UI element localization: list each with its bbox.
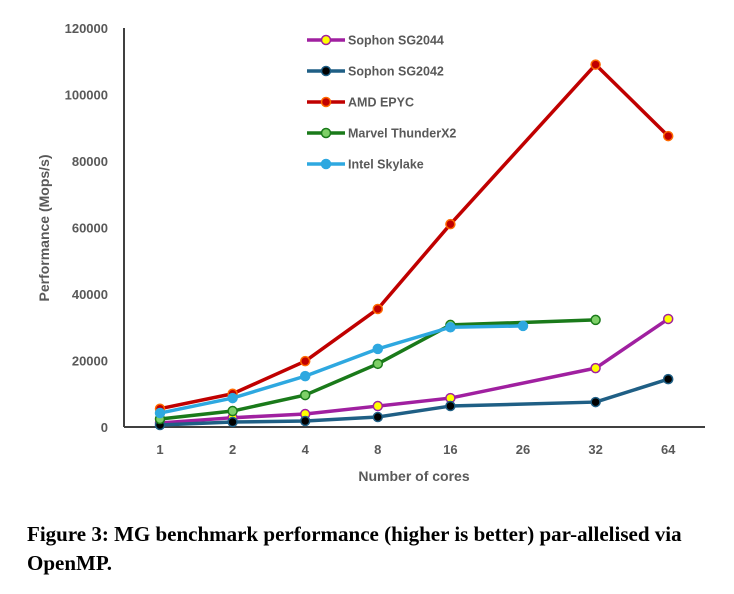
data-point [445,322,456,333]
legend-label: Marvel ThunderX2 [348,127,456,141]
data-point [590,314,601,326]
figure-caption: Figure 3: MG benchmark performance (high… [27,522,682,575]
legend-swatch-marker [320,127,332,139]
x-tick-label: 8 [374,442,381,457]
y-tick-label: 20000 [72,354,108,369]
data-point [154,407,166,419]
data-point [299,415,311,427]
legend-swatch-marker [320,158,332,170]
y-tick-label: 120000 [65,21,108,36]
x-tick-label: 32 [588,442,602,457]
data-point [662,373,674,385]
legend: Sophon SG2044 Sophon SG2042 AMD EPYC Marvel… [307,34,456,172]
data-point [372,411,384,423]
y-axis-title: Performance (Mops/s) [36,154,52,301]
y-tick-label: 80000 [72,154,108,169]
series-layer [154,59,674,431]
x-tick-label: 16 [443,442,457,457]
legend-item: Marvel ThunderX2 [307,127,456,141]
x-tick-label: 2 [229,442,236,457]
data-point [227,392,238,404]
x-axis-title: Number of cores [358,468,469,484]
data-point [372,400,384,412]
x-axis-ticks: 1 2 4 8 16 26 32 64 [156,442,676,457]
data-point [227,416,238,428]
series-line [159,318,596,421]
data-point [590,362,601,374]
legend-label: AMD EPYC [348,96,414,110]
legend-item: AMD EPYC [307,96,414,110]
series-line [159,324,524,415]
legend-swatch-marker [320,65,332,77]
data-point [299,370,311,382]
legend-label: Sophon SG2044 [348,34,444,48]
legend-label: Sophon SG2042 [348,65,444,79]
y-tick-label: 40000 [72,287,108,302]
x-tick-label: 4 [302,442,310,457]
data-point [227,405,238,417]
data-point [299,389,311,401]
x-tick-label: 64 [661,442,676,457]
x-tick-label: 26 [516,442,530,457]
data-point [372,303,384,315]
x-tick-label: 1 [156,442,163,457]
data-point [372,343,384,355]
data-point [372,358,384,370]
y-tick-label: 60000 [72,221,108,236]
data-point [445,400,456,412]
data-point [445,218,456,230]
y-axis-ticks: 0 20000 40000 60000 80000 100000 120000 [65,21,108,435]
y-tick-label: 0 [101,420,108,435]
series-sophon-sg2042 [154,373,674,431]
legend-item: Sophon SG2044 [307,34,444,48]
data-point [517,320,529,332]
data-point [590,396,601,408]
data-point [662,130,674,142]
legend-swatch-marker [320,96,332,108]
legend-swatch-marker [320,34,332,46]
data-point [662,313,674,325]
legend-label: Intel Skylake [348,158,424,172]
series-intel-skylake [154,320,529,419]
series-amd-epyc [154,59,674,414]
legend-item: Sophon SG2042 [307,65,444,79]
y-tick-label: 100000 [65,88,108,103]
data-point [590,59,601,70]
legend-item: Intel Skylake [307,158,424,172]
series-line [159,62,670,411]
series-marvel-thunderx2 [154,314,601,425]
line-chart: 0 20000 40000 60000 80000 100000 120000 1 2 4 8 16… [36,21,705,484]
data-point [299,355,311,367]
